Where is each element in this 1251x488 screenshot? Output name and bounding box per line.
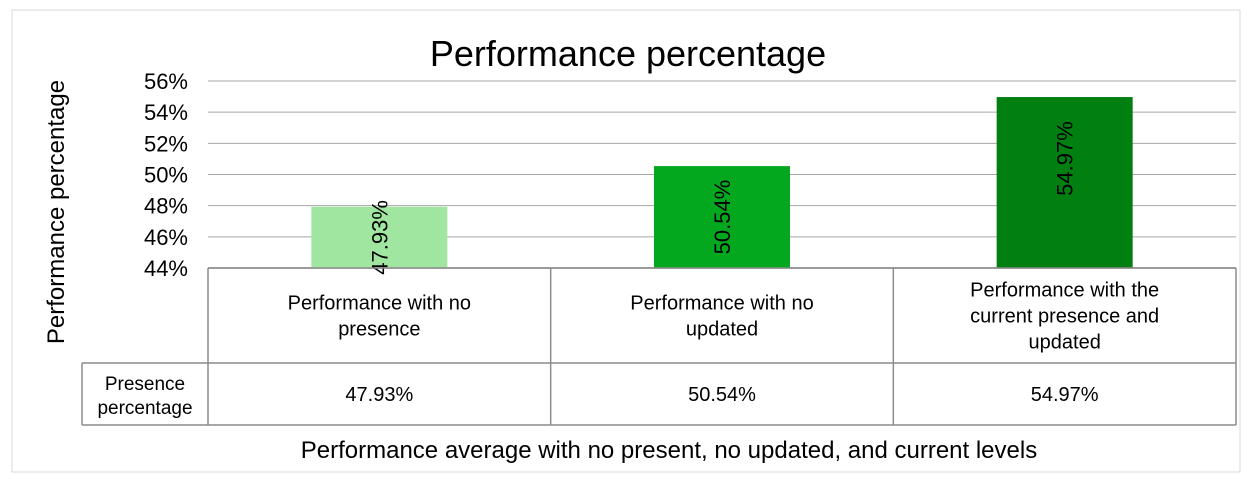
data-table: Performance with no presence Performance w…: [81, 267, 1237, 426]
bar-data-label: 47.93%: [367, 200, 392, 275]
table-value-cell: 47.93%: [345, 384, 413, 406]
y-tick-label: 46%: [144, 225, 188, 250]
table-value-cell: 54.97%: [1031, 384, 1099, 406]
y-tick-label: 48%: [144, 194, 188, 219]
y-tick-label: 54%: [144, 100, 188, 125]
bars: 47.93% 50.54% 54.97%: [311, 97, 1133, 275]
y-axis-label: Performance percentage: [43, 80, 70, 344]
y-tick-labels: 44% 46% 48% 50% 52% 54% 56%: [144, 69, 188, 281]
category-label: presence: [338, 319, 420, 341]
chart-title: Performance percentage: [430, 33, 826, 74]
category-label: updated: [1029, 332, 1101, 354]
bar: [996, 97, 1133, 268]
bar: [654, 166, 790, 268]
category-label: updated: [686, 319, 758, 341]
category-label: Performance with no: [630, 293, 813, 315]
y-tick-label: 52%: [144, 131, 188, 156]
category-label: Performance with the: [970, 280, 1159, 302]
table-value-cell: 50.54%: [688, 384, 756, 406]
category-label: current presence and: [970, 306, 1159, 328]
x-axis-label: Performance average with no present, no …: [301, 437, 1037, 464]
y-tick-label: 56%: [144, 69, 188, 94]
y-tick-label: 50%: [144, 163, 188, 188]
bar-data-label: 50.54%: [710, 180, 735, 255]
bar: [311, 206, 448, 268]
table-row-header: percentage: [97, 398, 192, 419]
bar-data-label: 54.97%: [1053, 121, 1078, 196]
y-tick-label: 44%: [144, 256, 188, 281]
category-label: Performance with no: [288, 293, 471, 315]
table-row-header: Presence: [105, 374, 185, 395]
